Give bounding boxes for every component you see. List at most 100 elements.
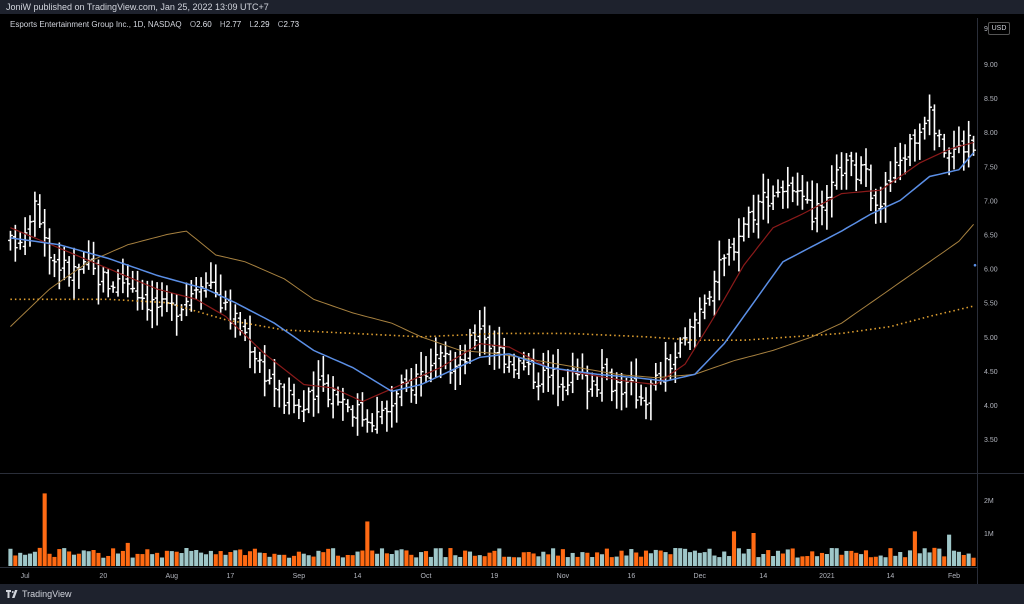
volume-bar bbox=[907, 550, 913, 566]
volume-bar bbox=[741, 553, 746, 566]
volume-bar bbox=[47, 553, 52, 566]
volume-bar bbox=[257, 552, 262, 566]
volume-bar bbox=[394, 550, 399, 566]
volume-bar bbox=[834, 548, 839, 566]
volume-bar bbox=[927, 552, 932, 566]
footer-bar: TradingView bbox=[0, 584, 1024, 604]
time-tick-label: 17 bbox=[227, 573, 235, 580]
volume-bar bbox=[379, 548, 385, 566]
volume-bar bbox=[189, 550, 194, 566]
volume-bar bbox=[805, 556, 810, 566]
volume-bar bbox=[800, 556, 805, 566]
volume-bar bbox=[668, 554, 673, 566]
price-tick-label: 4.00 bbox=[984, 403, 998, 410]
volume-bar bbox=[839, 554, 844, 566]
volume-bar bbox=[951, 550, 957, 566]
volume-bar bbox=[443, 557, 448, 566]
high-value: 2.77 bbox=[225, 20, 242, 29]
price-tick-label: 7.50 bbox=[984, 164, 998, 171]
price-tick-label: 3.50 bbox=[984, 437, 998, 444]
volume-bar bbox=[311, 556, 316, 566]
close-label: C bbox=[277, 20, 284, 29]
volume-bar bbox=[917, 553, 922, 566]
volume-bar bbox=[673, 548, 678, 566]
volume-bar bbox=[629, 549, 634, 566]
volume-bar bbox=[570, 552, 575, 566]
volume-bar bbox=[912, 531, 917, 566]
volume-bar bbox=[345, 554, 350, 566]
volume-bar bbox=[203, 554, 209, 566]
currency-badge[interactable]: USD bbox=[988, 22, 1010, 35]
volume-bar bbox=[27, 553, 33, 566]
volume-bar bbox=[301, 553, 306, 566]
volume-bar bbox=[32, 551, 37, 566]
price-tick-label: 8.00 bbox=[984, 130, 998, 137]
volume-bar bbox=[746, 548, 751, 566]
volume-bar bbox=[419, 552, 424, 566]
volume-bar bbox=[135, 553, 140, 566]
volume-bar bbox=[169, 551, 174, 566]
volume-bar bbox=[335, 555, 341, 566]
volume-bar bbox=[521, 552, 526, 566]
volume-bar bbox=[658, 550, 663, 566]
volume-bar bbox=[13, 555, 18, 566]
volume-bar bbox=[922, 548, 927, 566]
volume-bar bbox=[477, 555, 482, 566]
volume-bar bbox=[643, 550, 649, 566]
volume-bar bbox=[590, 557, 595, 566]
time-tick-label: Sep bbox=[293, 573, 306, 580]
volume-bar bbox=[467, 551, 473, 566]
price-tick-label: 6.50 bbox=[984, 233, 998, 240]
volume-bar bbox=[780, 553, 785, 566]
price-tick-label: 7.00 bbox=[984, 198, 998, 205]
volume-bar bbox=[678, 548, 683, 566]
volume-bar bbox=[502, 556, 507, 566]
time-tick-label: Nov bbox=[557, 573, 570, 580]
volume-bar bbox=[67, 551, 72, 566]
volume-bar bbox=[375, 553, 380, 566]
volume-bar bbox=[326, 548, 331, 566]
volume-bar bbox=[531, 553, 536, 566]
symbol-name[interactable]: Esports Entertainment Group Inc., 1D, NA… bbox=[10, 20, 182, 29]
volume-bar bbox=[350, 555, 355, 566]
time-tick-label: 19 bbox=[491, 573, 499, 580]
volume-bar bbox=[52, 556, 57, 566]
volume-bar bbox=[942, 556, 947, 566]
volume-bar bbox=[316, 550, 321, 566]
footer-brand[interactable]: TradingView bbox=[22, 589, 72, 599]
volume-bar bbox=[546, 554, 551, 566]
volume-bar bbox=[423, 551, 429, 566]
volume-bar bbox=[384, 553, 389, 566]
volume-bar bbox=[863, 550, 869, 566]
time-tick-label: 14 bbox=[887, 573, 895, 580]
volume-bar bbox=[76, 553, 81, 566]
volume-bar bbox=[771, 556, 776, 566]
volume-bar bbox=[687, 552, 693, 566]
volume-bar bbox=[463, 550, 468, 566]
volume-bar bbox=[213, 554, 218, 566]
volume-bar bbox=[360, 550, 365, 566]
volume-bar bbox=[272, 553, 277, 566]
volume-bar bbox=[57, 549, 62, 566]
volume-bar bbox=[727, 556, 732, 566]
volume-bar bbox=[653, 549, 658, 566]
close-value: 2.73 bbox=[283, 20, 300, 29]
time-tick-label: 20 bbox=[99, 573, 107, 580]
volume-bar bbox=[756, 557, 761, 566]
volume-bar bbox=[37, 547, 42, 566]
volume-bar bbox=[648, 553, 653, 566]
volume-bar bbox=[389, 553, 394, 566]
volume-bar bbox=[404, 550, 409, 566]
volume-bar bbox=[795, 557, 800, 566]
low-value: 2.29 bbox=[253, 20, 270, 29]
volume-bar bbox=[717, 557, 722, 566]
volume-bar bbox=[663, 552, 668, 566]
time-tick-label: Dec bbox=[694, 573, 707, 580]
price-tick-label: 5.50 bbox=[984, 301, 998, 308]
tradingview-logo-icon[interactable] bbox=[6, 589, 18, 599]
volume-bar bbox=[898, 552, 903, 566]
volume-bar bbox=[683, 548, 688, 566]
ma-fast-line bbox=[10, 141, 974, 403]
